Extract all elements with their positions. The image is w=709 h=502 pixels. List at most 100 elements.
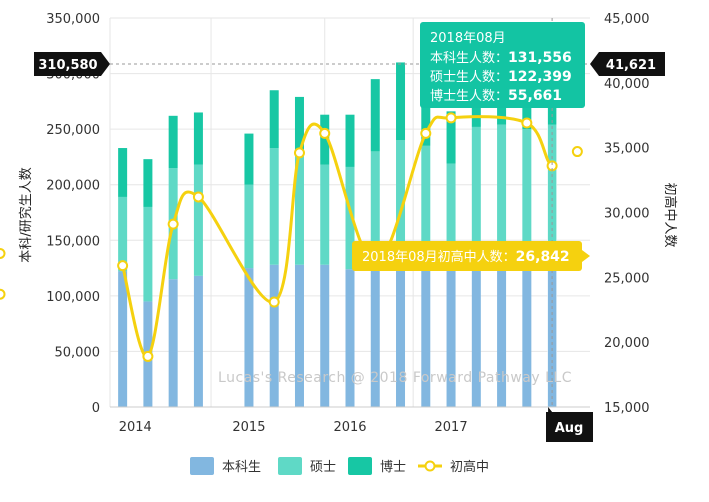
legend-swatch xyxy=(190,457,214,475)
y-left-tick-label: 0 xyxy=(92,401,100,416)
legend: 本科生 硕士 博士 初高中 xyxy=(190,457,489,475)
y-right-tick-label: 45,000 xyxy=(604,12,650,27)
bar-master xyxy=(522,129,532,265)
bar-undergrad xyxy=(522,264,532,407)
tooltip2-pointer xyxy=(582,250,590,262)
bar-master xyxy=(269,148,279,265)
bar-phd xyxy=(269,90,279,149)
bar-master xyxy=(421,145,431,257)
bar-undergrad xyxy=(193,275,203,407)
tooltip-row: 博士生人数：55,661 xyxy=(430,88,562,104)
tooltip-row-label: 硕士生人数： xyxy=(430,70,508,85)
bar-phd xyxy=(244,133,254,185)
legend-swatch xyxy=(348,457,372,475)
bar-undergrad xyxy=(421,256,431,407)
bar-phd xyxy=(370,79,380,152)
bar-undergrad xyxy=(269,264,279,407)
tooltip-box xyxy=(420,22,585,108)
bar-undergrad xyxy=(471,262,481,407)
bars xyxy=(118,62,557,408)
y-left-tick-label: 200,000 xyxy=(46,179,100,194)
y-right-axis-title: 初高中人数 xyxy=(662,182,678,247)
overlays: 310,580 41,621Aug2018年08月本科生人数：131,556硕士生… xyxy=(34,18,665,442)
bar-phd xyxy=(320,114,330,165)
legend-label: 初高中 xyxy=(450,459,489,475)
tooltip2-label: 2018年08月初高中人数： xyxy=(362,249,516,265)
crosshair-x-value: Aug xyxy=(555,421,584,436)
y-left-tick-label: 350,000 xyxy=(46,12,100,27)
line-point xyxy=(445,112,457,124)
tooltip-row-label: 本科生人数： xyxy=(430,51,508,66)
bar-master xyxy=(143,206,153,302)
bar-phd xyxy=(168,115,178,169)
tooltip-row: 硕士生人数：122,399 xyxy=(430,69,572,85)
x-tick-label: 2016 xyxy=(333,420,366,435)
bar-master xyxy=(193,164,203,276)
bar-master xyxy=(320,164,330,265)
tooltip2-value: 26,842 xyxy=(516,249,570,265)
bar-undergrad xyxy=(370,262,380,407)
x-tick-label: 2014 xyxy=(119,420,152,435)
legend-label: 硕士 xyxy=(310,460,336,475)
bar-phd xyxy=(446,111,456,164)
legend-swatch xyxy=(278,457,302,475)
bar-undergrad xyxy=(446,256,456,407)
legend-swatch-point xyxy=(424,460,436,472)
y-right-tick-label: 20,000 xyxy=(604,336,650,351)
y-left-tick-label: 250,000 xyxy=(46,123,100,138)
line-point xyxy=(420,127,432,139)
bar-undergrad xyxy=(345,269,355,407)
crosshair-left-marker xyxy=(34,52,110,76)
bar-undergrad xyxy=(118,271,128,407)
line-point xyxy=(0,288,6,300)
tooltip-row-value: 122,399 xyxy=(508,69,572,85)
line-point xyxy=(167,218,179,230)
bar-undergrad xyxy=(244,268,254,407)
bar-master xyxy=(244,184,254,269)
line-point xyxy=(293,147,305,159)
line-point xyxy=(0,247,6,259)
bar-phd xyxy=(345,114,355,167)
y-left-tick-label: 150,000 xyxy=(46,234,100,249)
bar-phd xyxy=(396,62,406,141)
bar-master xyxy=(294,153,304,265)
crosshair-right-value: 41,621 xyxy=(606,58,656,73)
bar-undergrad xyxy=(294,264,304,407)
line-point xyxy=(319,127,331,139)
watermark: Lucas's Research @ 2018 Forward Pathway … xyxy=(218,370,572,386)
tooltip-row: 本科生人数：131,556 xyxy=(430,50,572,66)
line-point xyxy=(192,191,204,203)
line-path xyxy=(121,115,554,358)
y-right-tick-label: 40,000 xyxy=(604,77,650,92)
bar-phd xyxy=(193,112,203,165)
y-right-tick-label: 30,000 xyxy=(604,207,650,222)
y-left-axis-title: 本科/研究生人数 xyxy=(19,167,34,262)
bar-master xyxy=(396,140,406,257)
crosshair-right-marker xyxy=(590,52,665,76)
y-right-tick-label: 25,000 xyxy=(604,271,650,286)
tooltip-title: 2018年08月 xyxy=(430,31,506,46)
tooltip-row-value: 131,556 xyxy=(508,50,572,66)
crosshair-left-value: 310,580 xyxy=(38,58,97,73)
crosshair-x-marker xyxy=(546,407,593,442)
y-left-tick-label: 50,000 xyxy=(55,345,101,360)
x-tick-label: 2015 xyxy=(232,420,265,435)
bar-phd xyxy=(143,159,153,207)
bar-undergrad xyxy=(396,256,406,407)
y-right-tick-label: 15,000 xyxy=(604,401,650,416)
line-point xyxy=(268,296,280,308)
line-point xyxy=(571,146,583,158)
legend-label: 博士 xyxy=(380,460,406,475)
bar-master xyxy=(345,166,355,270)
line-point xyxy=(117,260,129,272)
tooltip-row-label: 博士生人数： xyxy=(430,89,508,104)
bar-undergrad xyxy=(547,260,557,407)
bar-master xyxy=(446,163,456,257)
bar-phd xyxy=(421,70,431,146)
legend-label: 本科生 xyxy=(222,460,261,475)
line-point xyxy=(142,350,154,362)
bar-master xyxy=(370,151,380,263)
bar-undergrad xyxy=(168,279,178,407)
y-left-tick-label: 100,000 xyxy=(46,290,100,305)
